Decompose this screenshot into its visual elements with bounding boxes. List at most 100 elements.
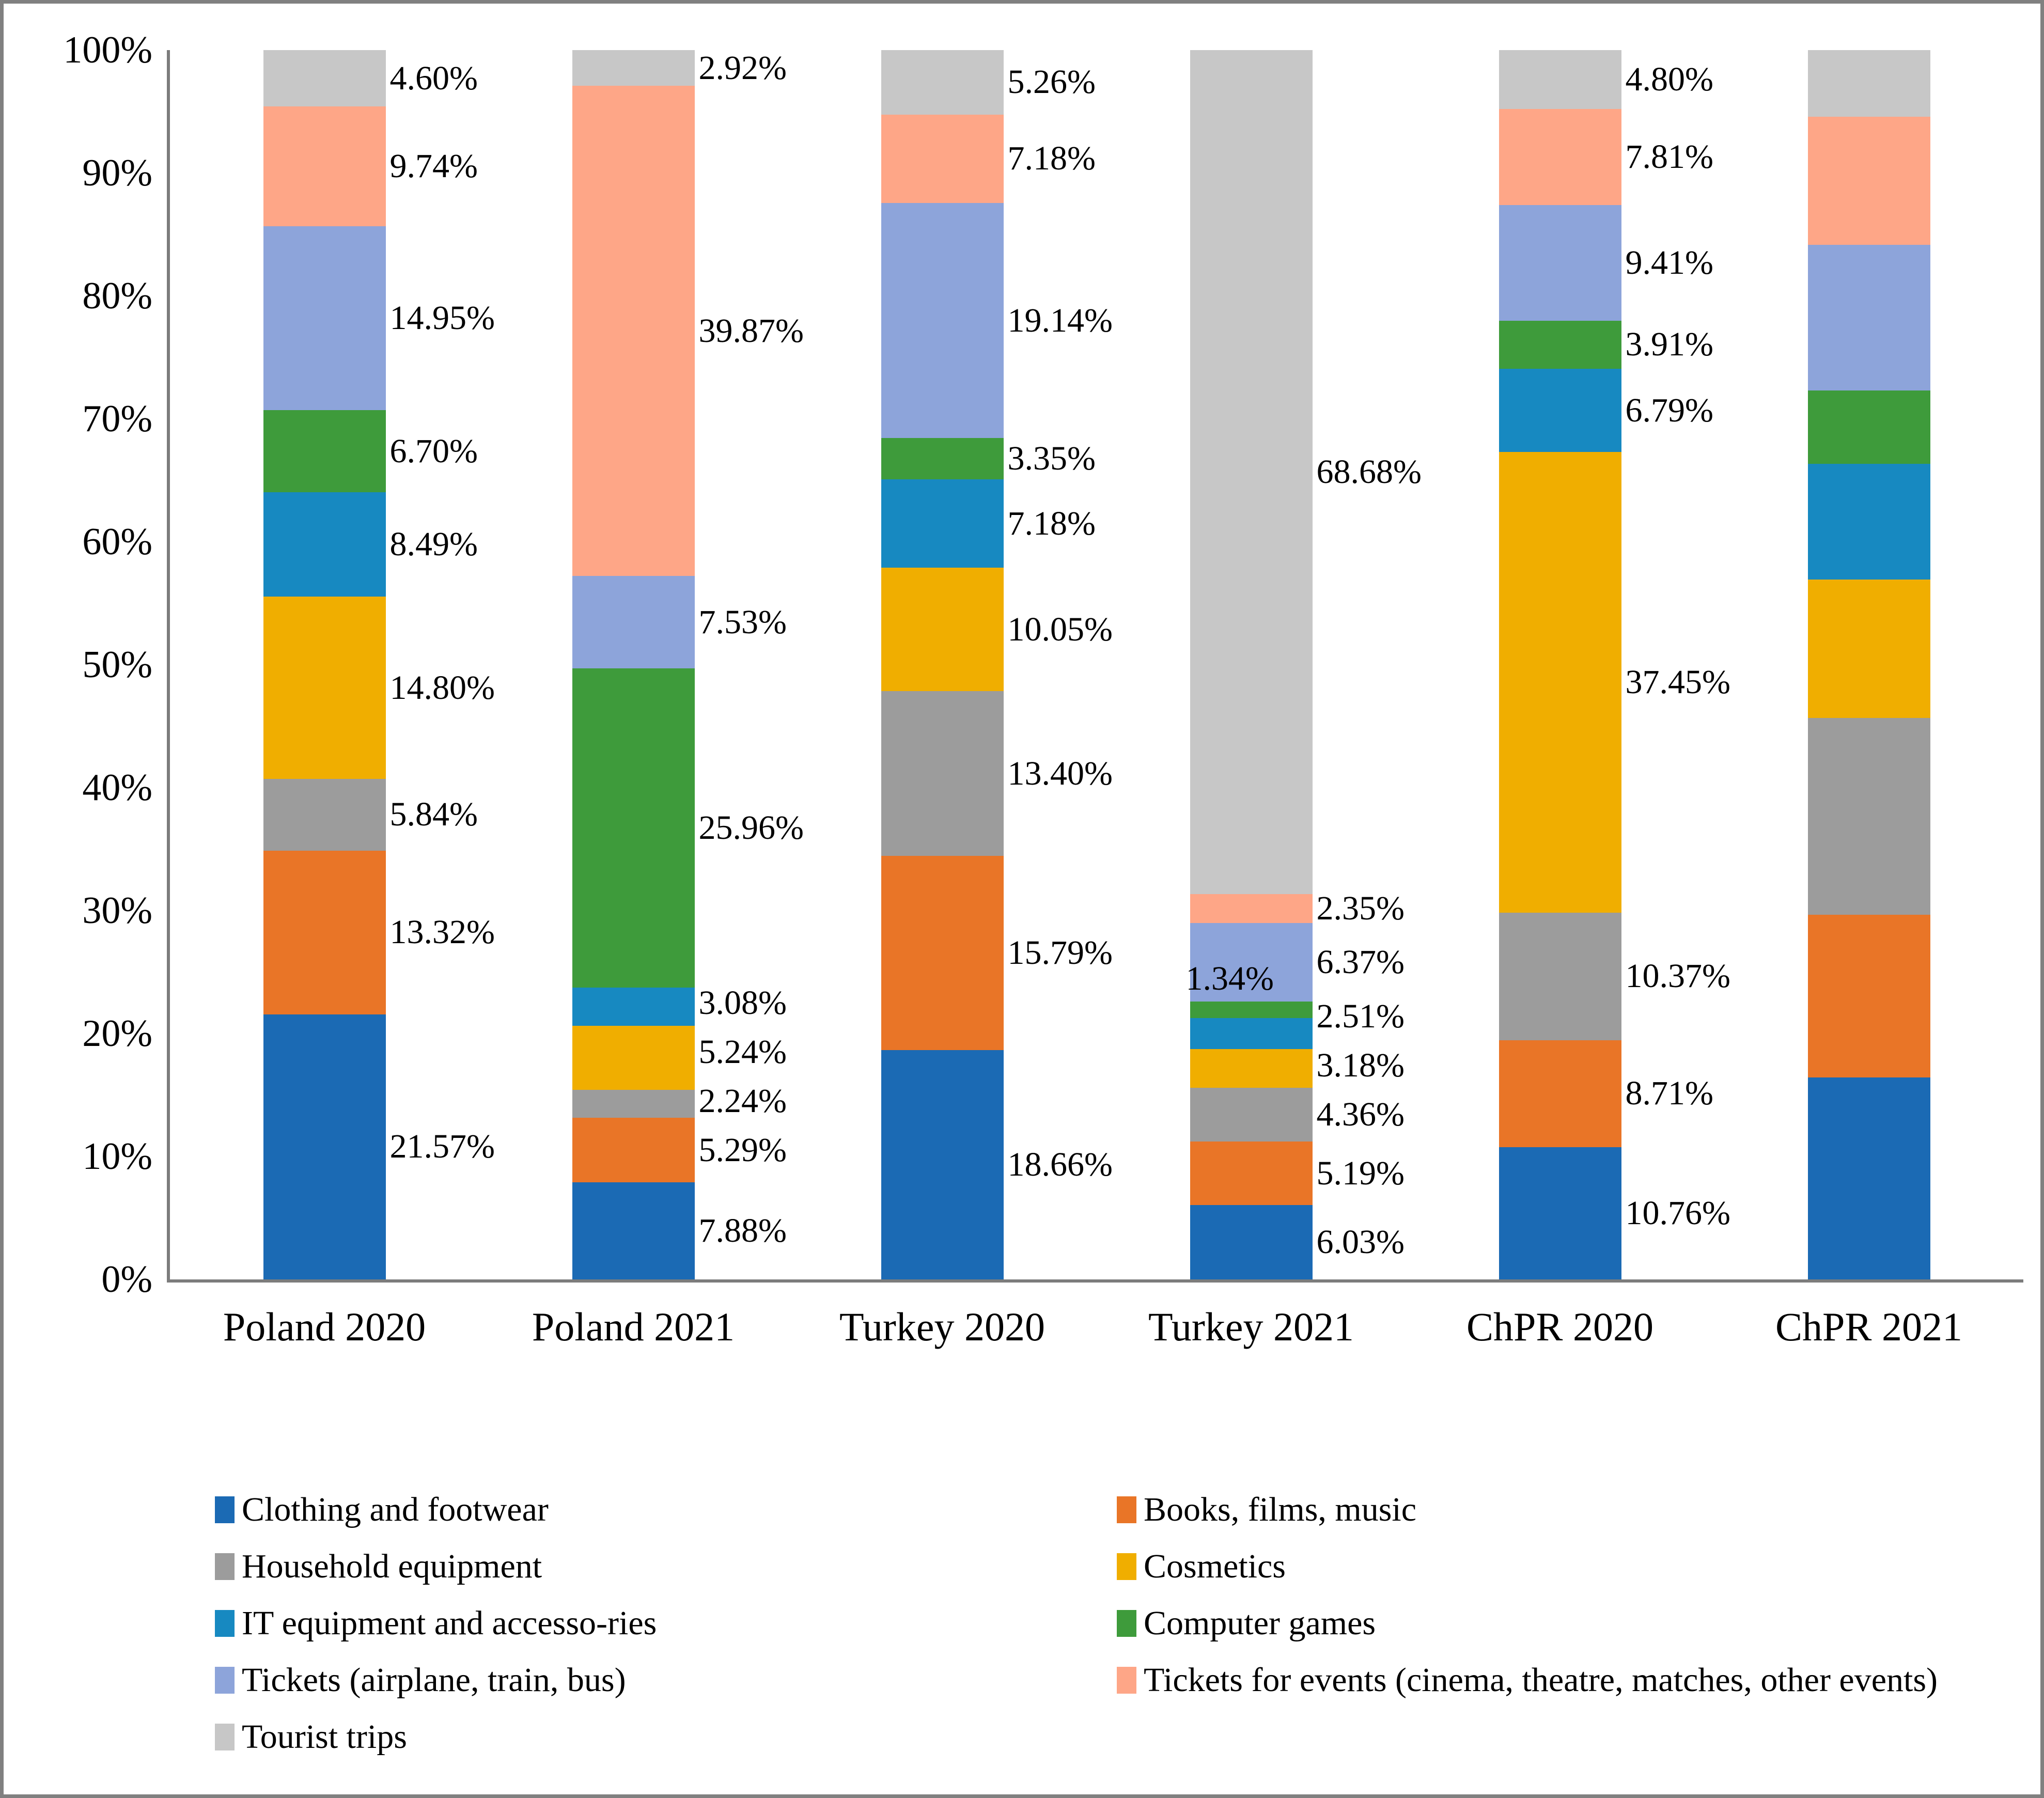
bar-segment-cosmetics xyxy=(572,1025,695,1090)
data-label: 10.37% xyxy=(1625,957,1730,995)
legend-label: Tickets for events (cinema, theatre, mat… xyxy=(1144,1661,1938,1699)
data-label: 5.26% xyxy=(1007,63,1096,101)
bar-segment-it-equipment-and-accesso-ries xyxy=(572,988,695,1026)
bar-segment-cosmetics xyxy=(1807,579,1930,718)
bar-segment-tickets-airplane-train-bus- xyxy=(572,576,695,669)
bar-segment-tickets-for-events-cinema-theatre-matches-other-events- xyxy=(572,86,695,576)
bar-segment-books-films-music xyxy=(572,1117,695,1183)
bar-segment-household-equipment xyxy=(1807,717,1930,915)
data-label: 3.08% xyxy=(698,983,787,1022)
legend-item: IT equipment and accesso-ries xyxy=(215,1605,657,1642)
data-label: 5.19% xyxy=(1316,1154,1405,1192)
legend-label: Cosmetics xyxy=(1144,1547,1286,1585)
category-label: Poland 2021 xyxy=(532,1304,735,1349)
data-label: 5.24% xyxy=(698,1033,787,1071)
bar-segment-tickets-airplane-train-bus- xyxy=(881,202,1004,439)
y-axis-line xyxy=(167,50,170,1283)
legend-label: Computer games xyxy=(1144,1604,1376,1642)
y-axis-tick-label: 0% xyxy=(101,1258,152,1301)
y-axis-tick-label: 100% xyxy=(63,29,152,71)
legend-swatch-icon xyxy=(1117,1496,1136,1523)
data-label: 68.68% xyxy=(1316,453,1422,491)
legend-swatch-icon xyxy=(1117,1610,1136,1637)
data-label: 5.84% xyxy=(389,795,478,834)
data-label: 21.57% xyxy=(389,1128,495,1166)
legend-label: Tourist trips xyxy=(242,1718,407,1756)
data-label: 5.29% xyxy=(698,1131,787,1169)
bar-segment-household-equipment xyxy=(1190,1088,1313,1142)
bar-segment-tickets-for-events-cinema-theatre-matches-other-events- xyxy=(881,114,1004,203)
data-label: 39.87% xyxy=(698,311,804,350)
bar-segment-tickets-for-events-cinema-theatre-matches-other-events- xyxy=(1499,109,1621,205)
data-label: 4.80% xyxy=(1625,60,1713,98)
bar-segment-books-films-music xyxy=(1499,1040,1621,1147)
bar-segment-tourist-trips xyxy=(881,50,1004,115)
legend-swatch-icon xyxy=(1117,1553,1136,1580)
y-axis-tick-label: 40% xyxy=(82,767,152,809)
data-label: 15.79% xyxy=(1007,933,1113,972)
data-label: 6.03% xyxy=(1316,1223,1405,1261)
bar-segment-tourist-trips xyxy=(1499,50,1621,109)
bar-segment-household-equipment xyxy=(881,691,1004,856)
x-axis-line xyxy=(167,1279,2023,1283)
data-label: 8.71% xyxy=(1625,1074,1713,1113)
data-label: 3.35% xyxy=(1007,440,1096,478)
data-label: 6.70% xyxy=(389,432,478,470)
data-label: 7.18% xyxy=(1007,139,1096,178)
data-label: 19.14% xyxy=(1007,301,1113,339)
legend-label: Books, films, music xyxy=(1144,1491,1417,1528)
bar-segment-household-equipment xyxy=(263,778,386,851)
bar-segment-cosmetics xyxy=(263,597,386,779)
category-label: Turkey 2020 xyxy=(839,1304,1045,1349)
bar-segment-books-films-music xyxy=(881,856,1004,1050)
bar-segment-books-films-music xyxy=(263,850,386,1014)
category-label: Poland 2020 xyxy=(223,1304,426,1349)
legend-item: Clothing and footwear xyxy=(215,1491,549,1528)
data-label: 1.34% xyxy=(1185,959,1274,997)
y-axis-tick-label: 20% xyxy=(82,1012,152,1055)
category-label: Turkey 2021 xyxy=(1148,1304,1354,1349)
bar-segment-computer-games xyxy=(1499,320,1621,369)
bar-segment-household-equipment xyxy=(1499,912,1621,1040)
legend-item: Tourist trips xyxy=(215,1718,407,1756)
legend-swatch-icon xyxy=(215,1496,235,1523)
data-label: 7.88% xyxy=(698,1212,787,1250)
legend-swatch-icon xyxy=(215,1610,235,1637)
legend-item: Household equipment xyxy=(215,1548,542,1585)
legend-label: Household equipment xyxy=(242,1547,542,1585)
y-axis-tick-label: 70% xyxy=(82,398,152,440)
bar-segment-clothing-and-footwear xyxy=(572,1182,695,1279)
data-label: 4.60% xyxy=(389,59,478,97)
data-label: 4.36% xyxy=(1316,1096,1405,1134)
data-label: 10.76% xyxy=(1625,1194,1730,1232)
y-axis-tick-label: 10% xyxy=(82,1135,152,1178)
bar-segment-tickets-airplane-train-bus- xyxy=(1807,245,1930,390)
data-label: 6.79% xyxy=(1625,391,1713,429)
bar-segment-it-equipment-and-accesso-ries xyxy=(263,492,386,597)
legend-item: Cosmetics xyxy=(1117,1548,1286,1585)
bar-segment-clothing-and-footwear xyxy=(881,1050,1004,1279)
bar-segment-clothing-and-footwear xyxy=(1499,1147,1621,1279)
bar-segment-tourist-trips xyxy=(263,50,386,107)
data-label: 7.53% xyxy=(698,603,787,641)
bar-segment-tourist-trips xyxy=(1807,50,1930,117)
data-label: 9.41% xyxy=(1625,243,1713,282)
bar-segment-tickets-airplane-train-bus- xyxy=(1190,923,1313,1002)
bar-segment-it-equipment-and-accesso-ries xyxy=(881,479,1004,568)
legend-item: Computer games xyxy=(1117,1605,1376,1642)
bar-segment-tourist-trips xyxy=(572,50,695,86)
legend-swatch-icon xyxy=(215,1667,235,1694)
bar-segment-tickets-airplane-train-bus- xyxy=(263,226,386,410)
data-label: 13.40% xyxy=(1007,754,1113,792)
legend-label: IT equipment and accesso-ries xyxy=(242,1604,657,1642)
y-axis-tick-label: 50% xyxy=(82,644,152,686)
category-label: ChPR 2020 xyxy=(1466,1304,1653,1349)
legend-swatch-icon xyxy=(215,1553,235,1580)
bar-segment-clothing-and-footwear xyxy=(1807,1077,1930,1279)
bar-segment-cosmetics xyxy=(881,567,1004,692)
bar-segment-computer-games xyxy=(881,438,1004,480)
data-label: 18.66% xyxy=(1007,1145,1113,1183)
y-axis-tick-label: 90% xyxy=(82,152,152,194)
data-label: 37.45% xyxy=(1625,663,1730,701)
